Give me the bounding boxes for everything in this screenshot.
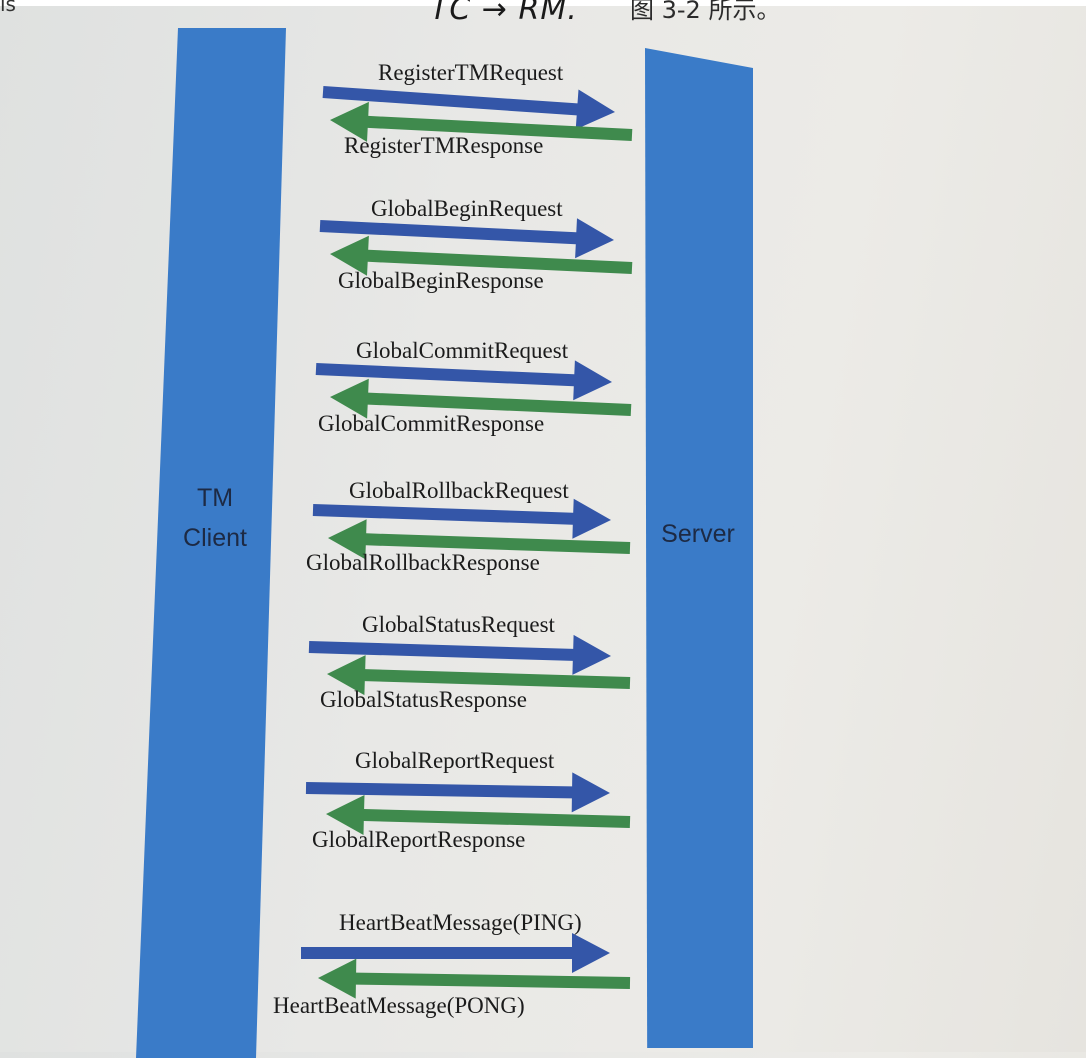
- response-arrow: [328, 519, 631, 560]
- request-arrow: [305, 772, 610, 813]
- tm-client-label-line1: TM: [196, 484, 234, 512]
- request-arrow: [308, 634, 611, 675]
- response-label: GlobalReportResponse: [312, 827, 526, 852]
- response-arrow: [327, 655, 631, 696]
- request-label: GlobalRollbackRequest: [349, 478, 569, 503]
- request-label: GlobalReportRequest: [355, 748, 555, 773]
- tm-client-label: TM Client: [165, 478, 265, 558]
- server-label: Server: [661, 520, 735, 548]
- request-arrow: [322, 86, 615, 130]
- response-label: GlobalBeginResponse: [338, 268, 544, 293]
- request-arrow: [315, 360, 612, 401]
- corner-text-fragment: is: [0, 0, 16, 16]
- response-arrow: [330, 235, 633, 276]
- response-arrow: [330, 378, 632, 419]
- request-label: GlobalCommitRequest: [356, 338, 569, 363]
- server-lane: [645, 48, 753, 1048]
- request-label: GlobalStatusRequest: [362, 612, 555, 637]
- book-text-fragment: 图 3-2 所示。: [630, 0, 781, 24]
- tm-client-label-line2: Client: [183, 524, 247, 552]
- request-label: HeartBeatMessage(PING): [339, 910, 582, 935]
- request-arrow: [301, 933, 610, 973]
- request-arrow: [319, 218, 614, 259]
- request-label: RegisterTMRequest: [378, 60, 564, 85]
- response-label: HeartBeatMessage(PONG): [273, 993, 525, 1018]
- response-arrow: [326, 795, 631, 835]
- response-label: GlobalRollbackResponse: [306, 550, 540, 575]
- response-label: RegisterTMResponse: [344, 133, 544, 158]
- request-label: GlobalBeginRequest: [371, 196, 563, 221]
- top-white-strip: [0, 0, 1086, 6]
- request-arrow: [312, 498, 611, 539]
- response-label: GlobalStatusResponse: [320, 687, 527, 712]
- response-arrow: [318, 958, 631, 999]
- response-arrow: [330, 101, 633, 142]
- response-label: GlobalCommitResponse: [318, 411, 545, 436]
- handwritten-note: TC → RM.: [430, 0, 578, 27]
